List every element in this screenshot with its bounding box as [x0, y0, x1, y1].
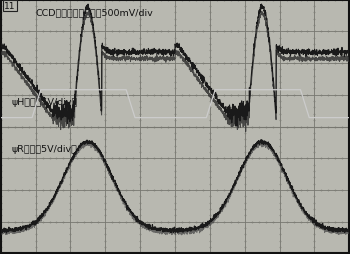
Text: 11: 11 — [4, 2, 16, 11]
Text: ψH脈衝（5V/div．: ψH脈衝（5V/div． — [11, 98, 77, 107]
Text: ψR脈衝（5V/div．: ψR脈衝（5V/div． — [11, 145, 77, 154]
Text: CCD取像元件的輸出（500mV/div: CCD取像元件的輸出（500mV/div — [36, 8, 153, 17]
